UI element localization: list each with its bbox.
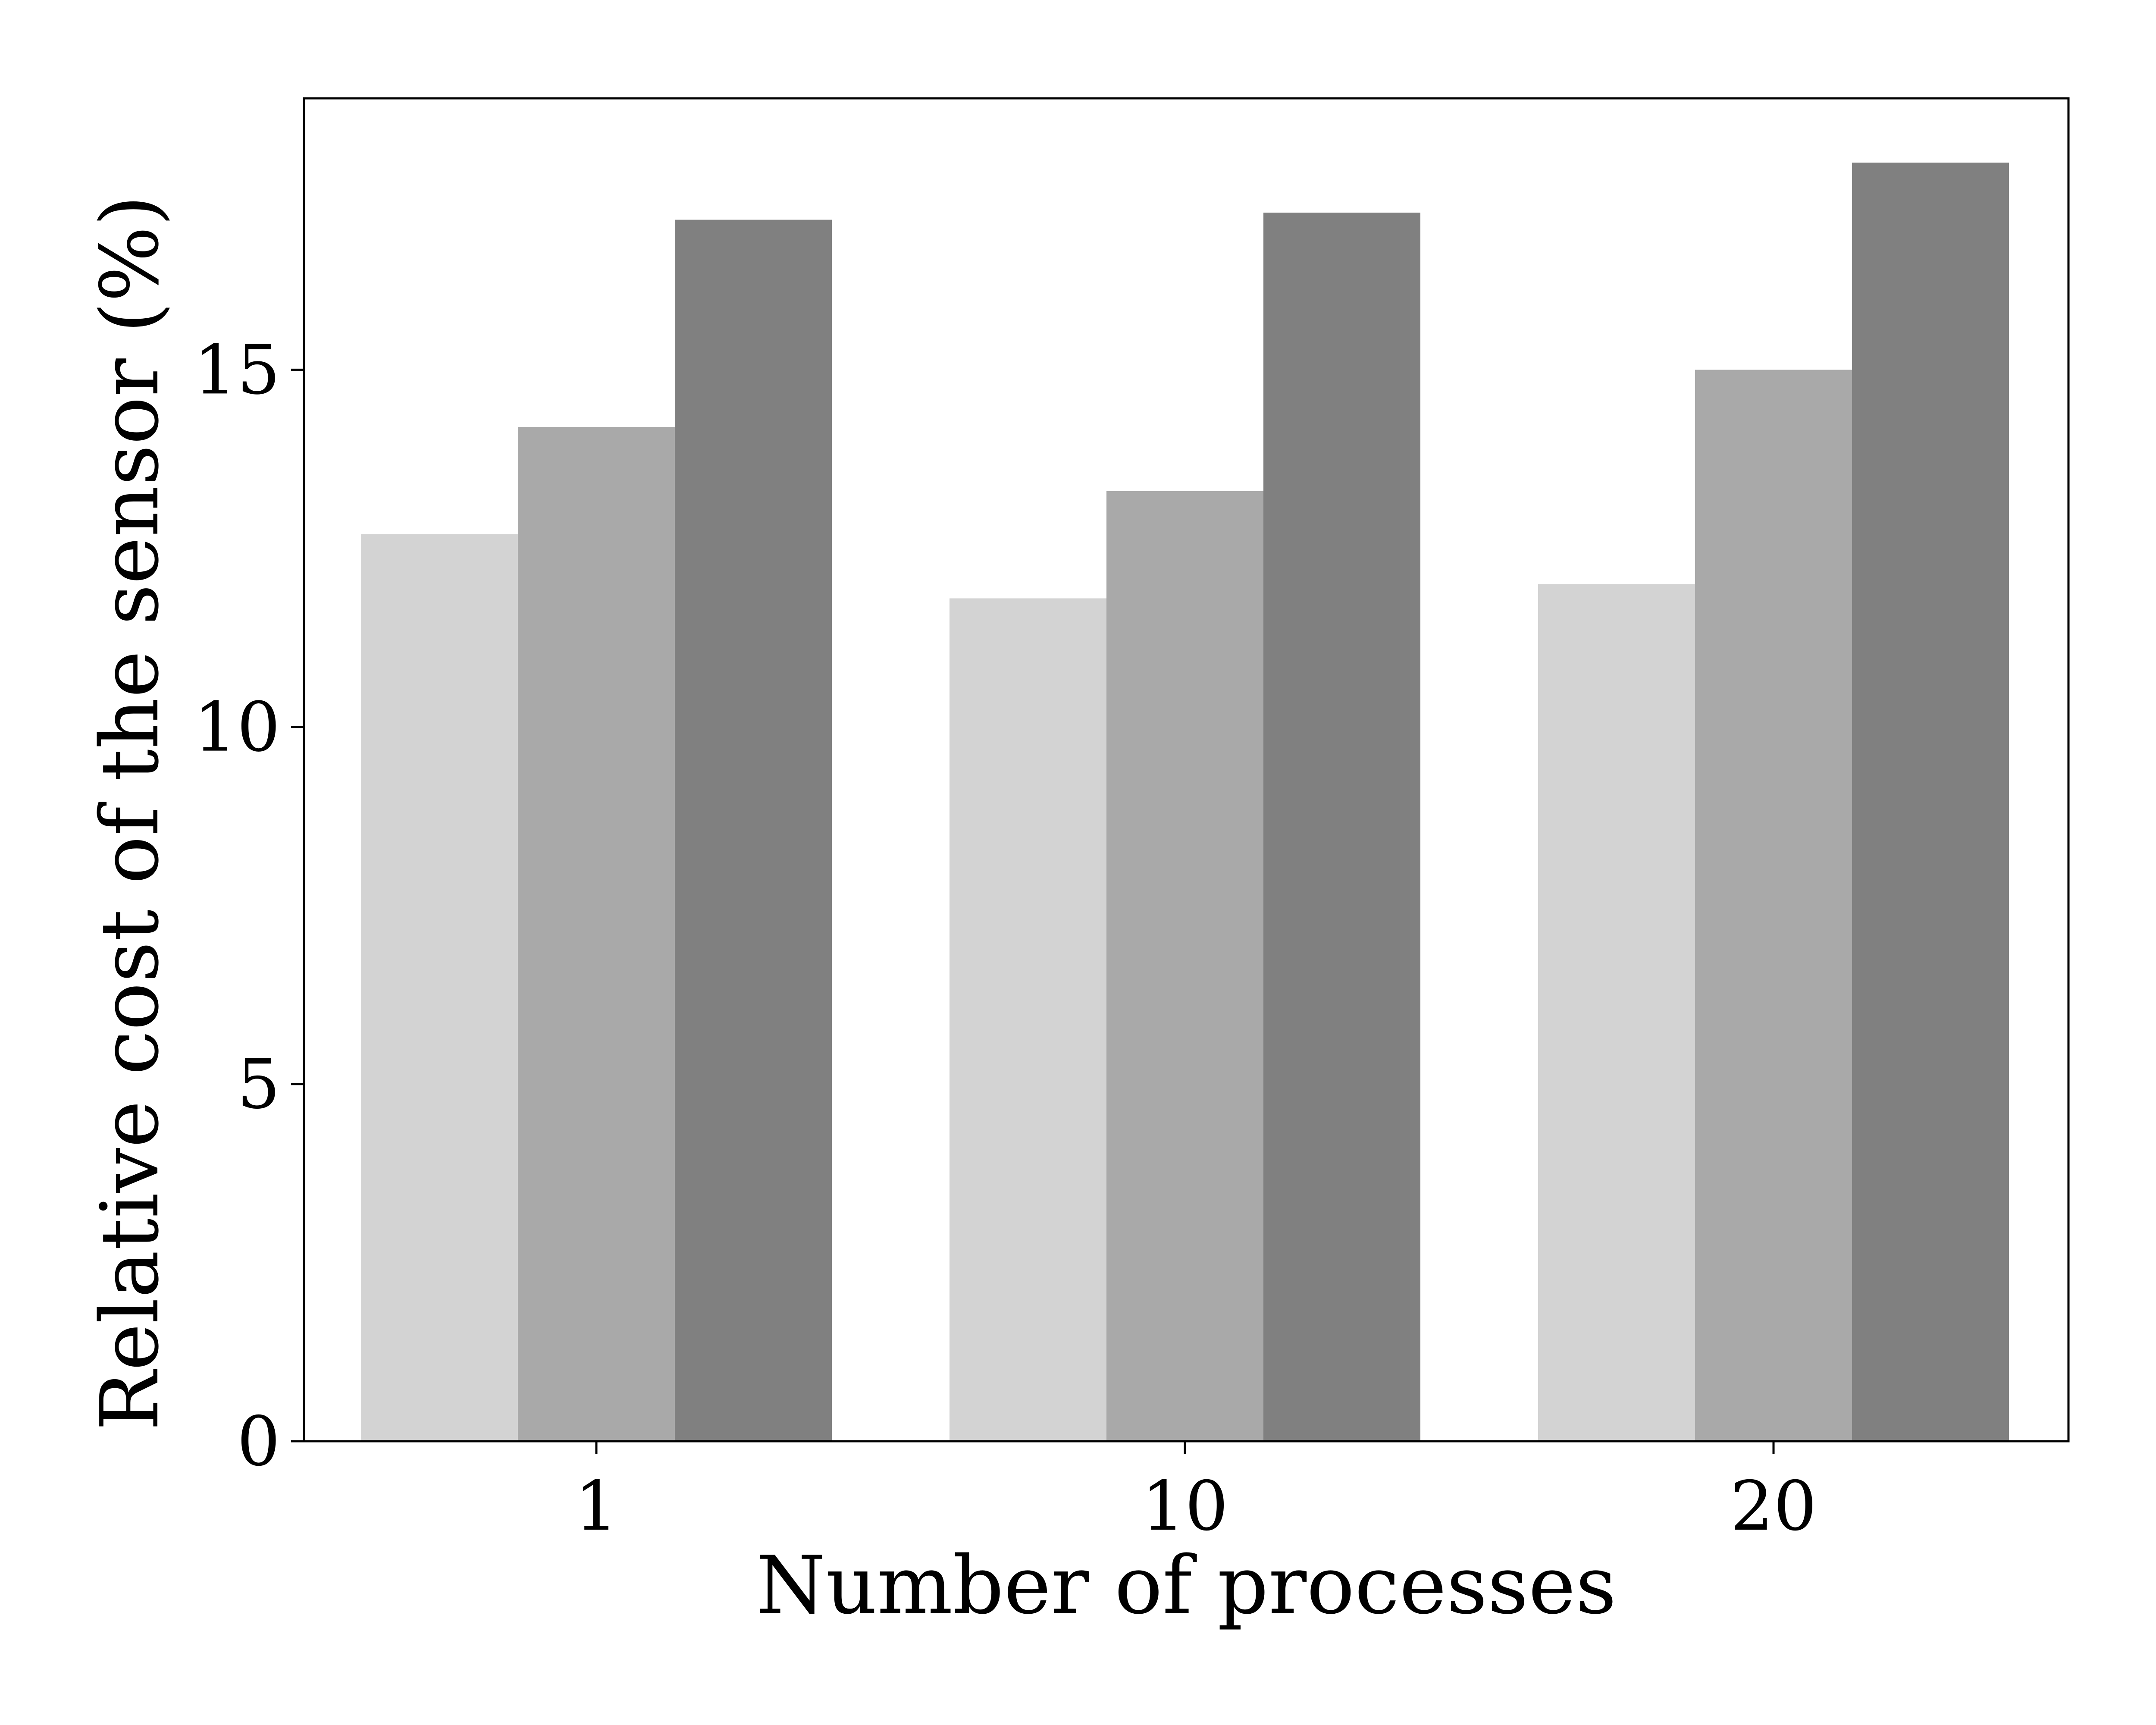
- x-tick-label: 1: [575, 1467, 618, 1546]
- y-tick-label: 0: [237, 1402, 280, 1481]
- bars-group: [361, 163, 2009, 1442]
- bar-20-series-3: [1852, 163, 2009, 1441]
- bar-1-series-3: [675, 220, 832, 1441]
- y-axis-title: Relative cost of the sensor (%): [83, 195, 176, 1430]
- bar-10-series-1: [950, 598, 1106, 1441]
- y-tick-label: 5: [237, 1045, 280, 1124]
- plot-frame: [303, 97, 2070, 1443]
- y-tick-label: 15: [194, 330, 280, 410]
- bar-20-series-1: [1538, 584, 1695, 1441]
- y-tick-label: 10: [194, 688, 280, 767]
- x-tick-label: 20: [1730, 1467, 1817, 1546]
- bar-10-series-3: [1263, 213, 1420, 1442]
- x-tick-label: 10: [1141, 1467, 1228, 1546]
- bar-20-series-2: [1695, 370, 1852, 1441]
- bar-1-series-2: [518, 427, 675, 1442]
- y-ticks-group: 0 5 10 15: [194, 330, 304, 1481]
- bar-10-series-2: [1106, 491, 1263, 1441]
- x-ticks-group: 1 10 20: [575, 1441, 1817, 1546]
- x-axis-title: Number of processes: [756, 1539, 1617, 1632]
- bar-1-series-1: [361, 534, 518, 1442]
